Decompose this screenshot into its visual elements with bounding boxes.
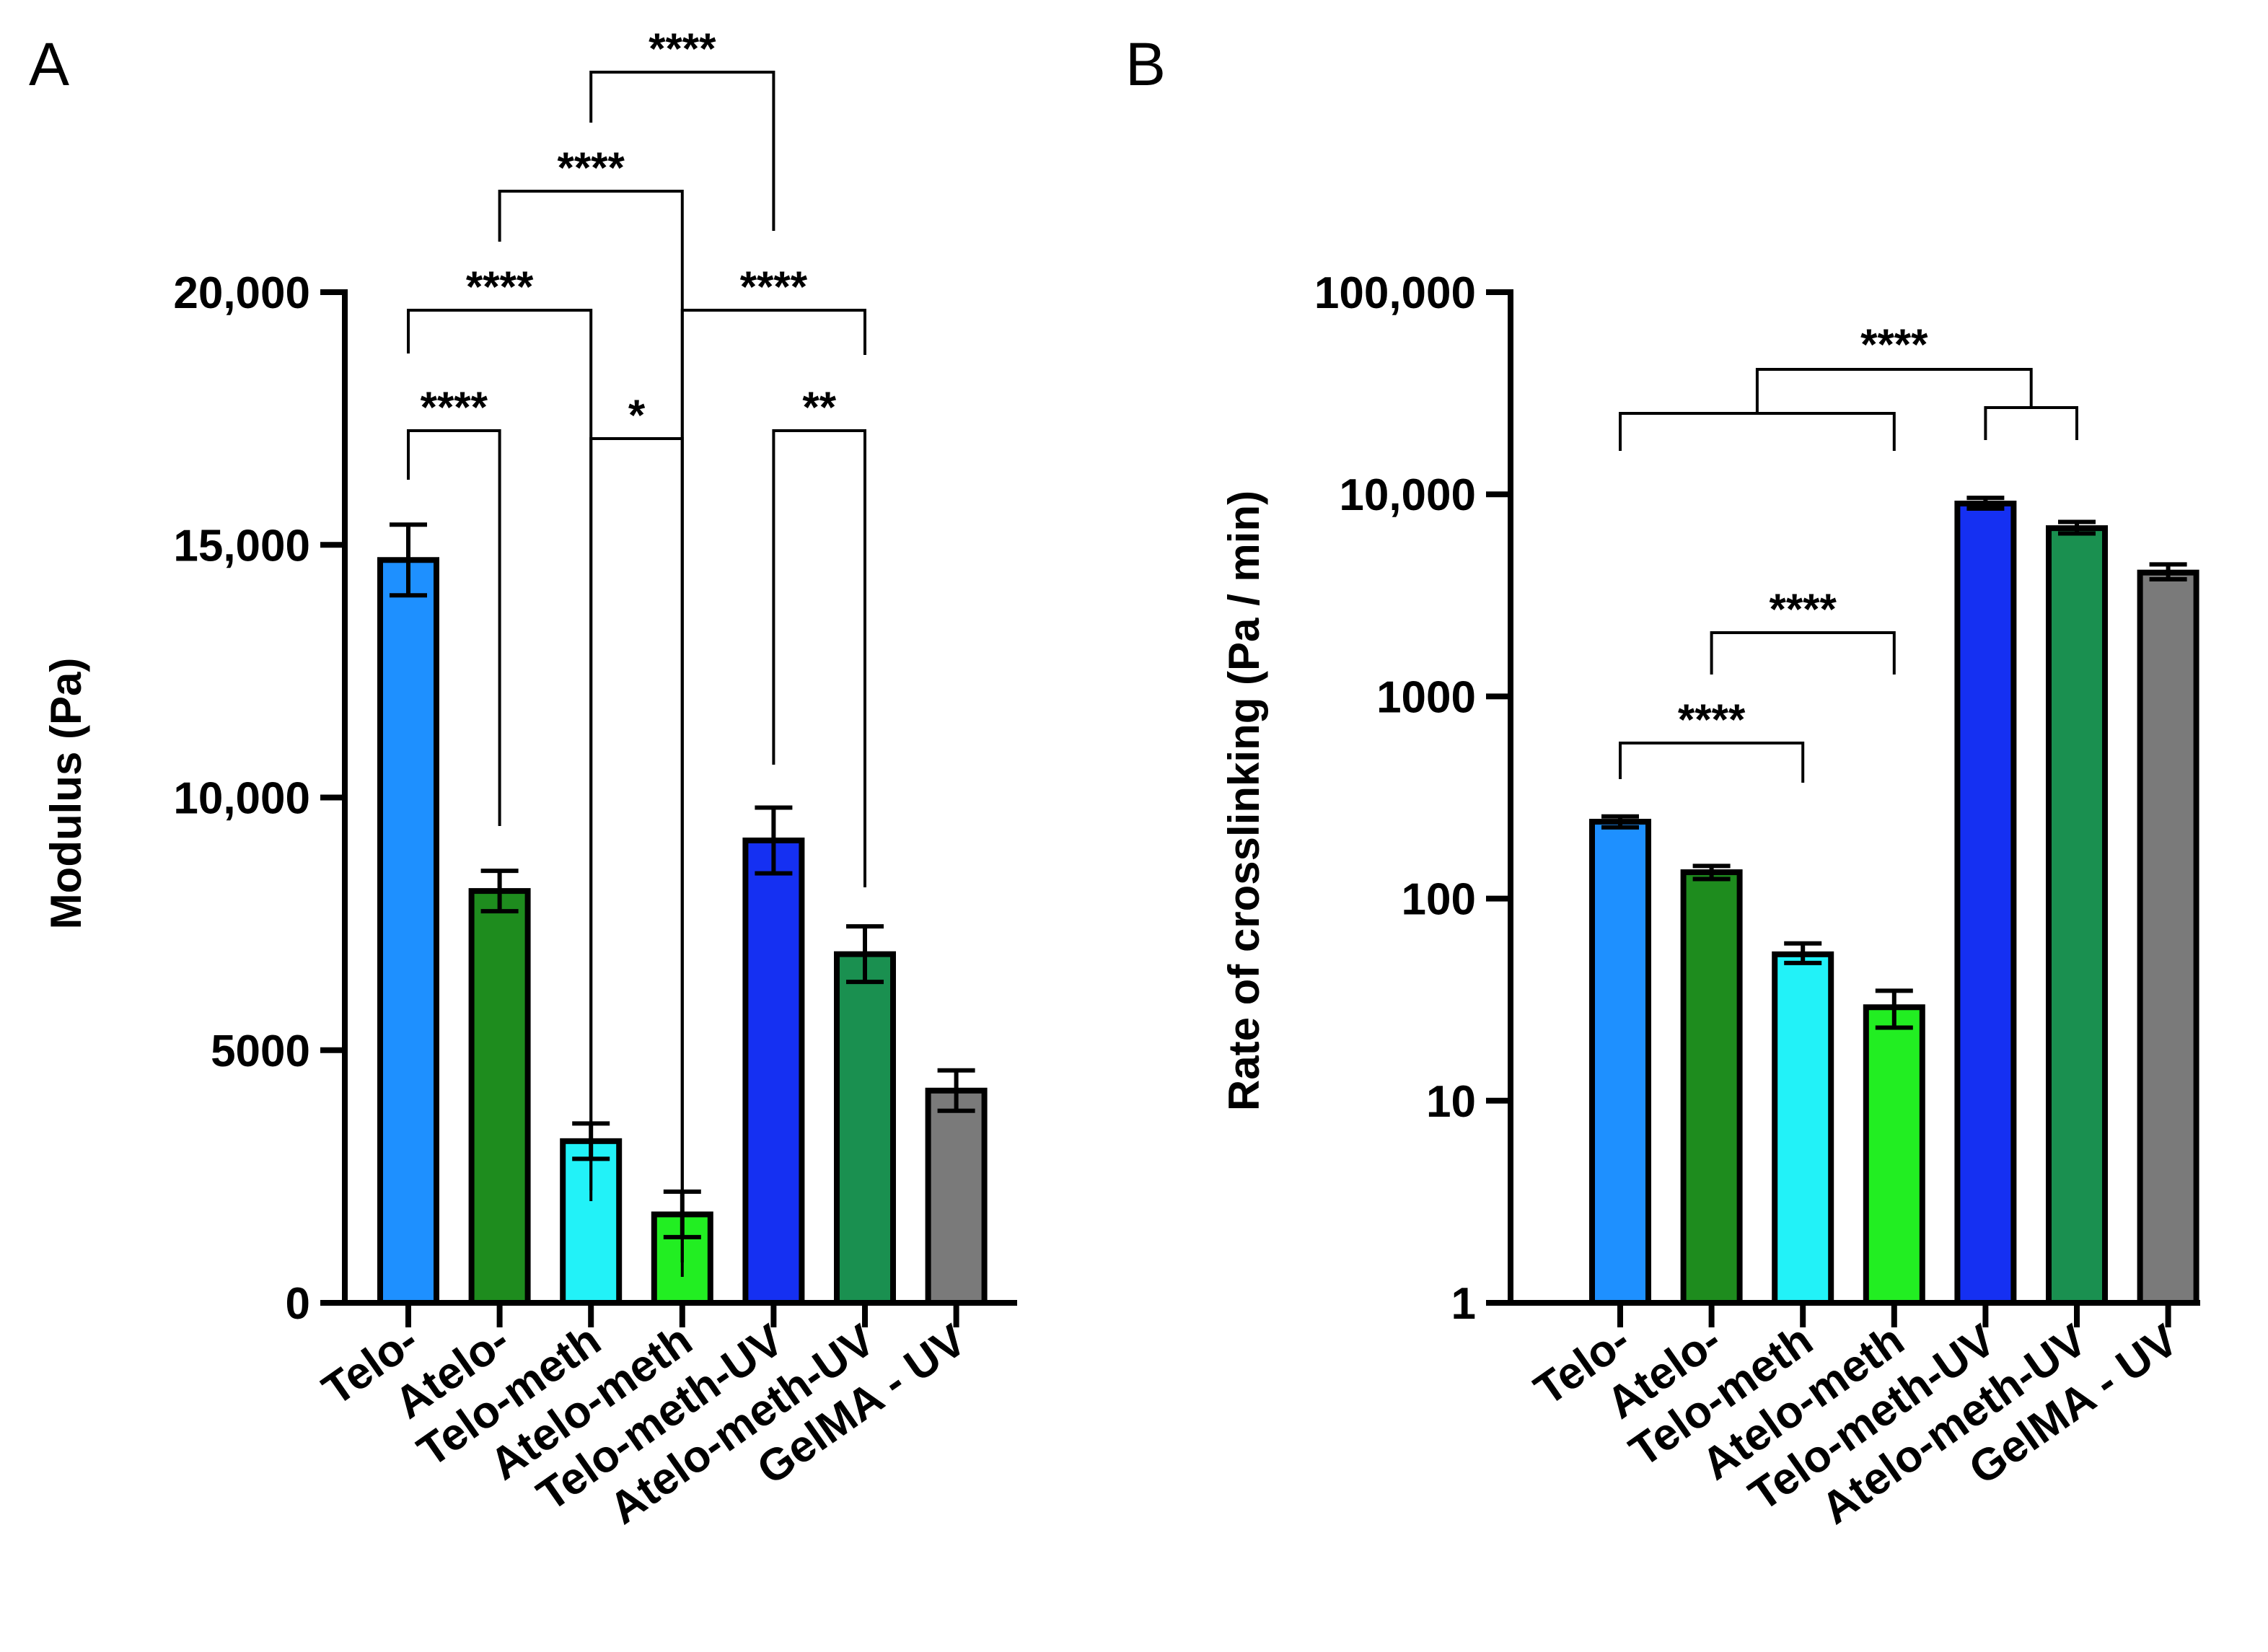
y-tick-label: 0 bbox=[286, 1279, 310, 1329]
bar bbox=[2046, 525, 2108, 1306]
bar bbox=[2137, 569, 2199, 1306]
significance-bracket bbox=[1710, 631, 1896, 675]
y-tick-label: 1 bbox=[1451, 1279, 1476, 1329]
bar bbox=[1772, 951, 1834, 1306]
bar bbox=[1863, 1004, 1925, 1306]
panel-b: B 1 10 100 1000 10,000 100,000 Rate of crosslin… bbox=[1125, 30, 2200, 1534]
y-tick-label: 10,000 bbox=[1339, 470, 1476, 520]
y-axis-title: Modulus (Pa) bbox=[42, 658, 90, 930]
y-tick-label: 1000 bbox=[1376, 672, 1476, 722]
y-tick-label: 100 bbox=[1402, 875, 1476, 925]
bar bbox=[1589, 819, 1651, 1306]
bar bbox=[925, 1087, 988, 1306]
significance-bracket bbox=[589, 71, 775, 231]
y-tick-label: 20,000 bbox=[173, 268, 310, 318]
significance-label: **** bbox=[557, 144, 625, 192]
significance-label: **** bbox=[1769, 585, 1837, 633]
significance-bracket bbox=[772, 429, 866, 887]
bar bbox=[377, 557, 439, 1306]
significance-label: **** bbox=[466, 263, 534, 311]
significance-label: ** bbox=[802, 383, 836, 431]
significance-label: **** bbox=[1860, 320, 1928, 369]
panel-letter: B bbox=[1125, 30, 1166, 98]
significance-label: **** bbox=[1678, 695, 1746, 744]
significance-bracket bbox=[1619, 742, 1805, 783]
bar bbox=[834, 951, 896, 1306]
bar bbox=[742, 838, 805, 1306]
significance-label: **** bbox=[421, 383, 488, 431]
y-tick-label: 100,000 bbox=[1314, 268, 1476, 318]
bar bbox=[1954, 501, 2017, 1306]
y-tick-label: 5000 bbox=[211, 1027, 310, 1076]
bar bbox=[1680, 869, 1743, 1306]
significance-label: **** bbox=[649, 25, 716, 73]
significance-bracket bbox=[1984, 406, 2078, 440]
significance-label: **** bbox=[740, 263, 808, 311]
y-tick-label: 15,000 bbox=[173, 521, 310, 571]
panel-letter: A bbox=[29, 30, 69, 98]
y-tick-label: 10 bbox=[1426, 1077, 1476, 1127]
y-axis-title: Rate of crosslinking (Pa / min) bbox=[1220, 491, 1268, 1111]
bar bbox=[468, 888, 531, 1306]
significance-bracket bbox=[680, 309, 866, 1262]
significance-bracket bbox=[1755, 368, 2033, 413]
significance-bracket bbox=[407, 429, 501, 826]
significance-bracket bbox=[1619, 412, 1896, 451]
significance-label: * bbox=[628, 391, 646, 439]
y-tick-label: 10,000 bbox=[173, 774, 310, 824]
